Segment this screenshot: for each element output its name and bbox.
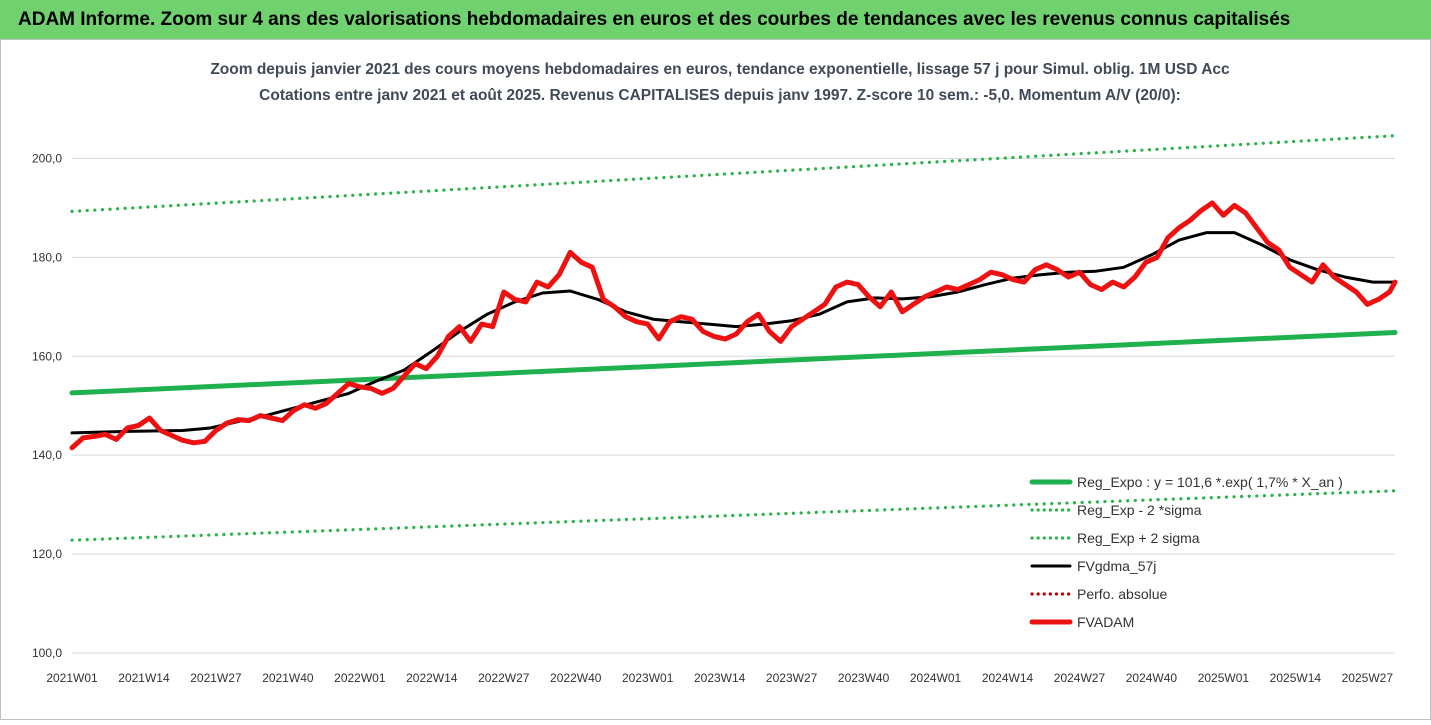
y-tick-label: 140,0	[32, 448, 62, 462]
x-tick-label: 2023W01	[622, 671, 674, 685]
y-tick-label: 180,0	[32, 250, 62, 264]
series-line-5	[69, 200, 1398, 451]
legend-label: Reg_Exp + 2 sigma	[1077, 530, 1200, 546]
x-tick-label: 2023W40	[838, 671, 890, 685]
chart-border	[0, 39, 1431, 720]
series-layer	[69, 134, 1398, 542]
x-tick-label: 2022W01	[334, 671, 386, 685]
y-tick-label: 200,0	[32, 151, 62, 165]
chart-subtitle: Cotations entre janv 2021 et août 2025. …	[259, 87, 1181, 104]
report-banner: ADAM Informe. Zoom sur 4 ans des valoris…	[0, 0, 1431, 39]
chart-frame: Zoom depuis janvier 2021 des cours moyen…	[0, 39, 1431, 720]
y-tick-label: 100,0	[32, 646, 62, 660]
legend-label: Perfo. absolue	[1077, 586, 1167, 602]
x-tick-label: 2025W27	[1342, 671, 1394, 685]
y-tick-label: 120,0	[32, 547, 62, 561]
y-tick-label: 160,0	[32, 349, 62, 363]
x-tick-label: 2025W14	[1270, 671, 1322, 685]
x-tick-label: 2024W40	[1126, 671, 1178, 685]
x-tick-label: 2023W14	[694, 671, 746, 685]
x-tick-label: 2024W01	[910, 671, 962, 685]
x-tick-label: 2021W27	[190, 671, 242, 685]
gridlines	[72, 157, 1395, 654]
report-banner-title: ADAM Informe. Zoom sur 4 ans des valoris…	[18, 9, 1291, 30]
x-tick-label: 2022W40	[550, 671, 602, 685]
series-line-0	[69, 330, 1398, 396]
y-axis-ticks: 100,0 120,0 140,0 160,0 180,0 200,0	[32, 151, 62, 660]
legend: Reg_Expo : y = 101,6 *.exp( 1,7% * X_an …	[1029, 474, 1343, 630]
x-tick-label: 2021W40	[262, 671, 314, 685]
legend-label: Reg_Expo : y = 101,6 *.exp( 1,7% * X_an …	[1077, 474, 1343, 490]
x-tick-label: 2023W27	[766, 671, 818, 685]
legend-label: Reg_Exp - 2 *sigma	[1077, 502, 1202, 518]
x-tick-label: 2024W14	[982, 671, 1034, 685]
x-tick-label: 2021W01	[46, 671, 98, 685]
x-tick-label: 2022W14	[406, 671, 458, 685]
x-tick-label: 2025W01	[1198, 671, 1250, 685]
line-chart: Zoom depuis janvier 2021 des cours moyen…	[0, 39, 1431, 720]
x-axis-ticks: 2021W01 2021W14 2021W27 2021W40 2022W01 2022W…	[46, 671, 1393, 685]
x-tick-label: 2024W27	[1054, 671, 1106, 685]
series-line-2	[70, 134, 1397, 213]
legend-label: FVgdma_57j	[1077, 558, 1156, 574]
x-tick-label: 2022W27	[478, 671, 530, 685]
series-line-1	[70, 489, 1397, 542]
chart-title: Zoom depuis janvier 2021 des cours moyen…	[210, 61, 1230, 78]
legend-label: FVADAM	[1077, 614, 1134, 630]
x-tick-label: 2021W14	[118, 671, 170, 685]
